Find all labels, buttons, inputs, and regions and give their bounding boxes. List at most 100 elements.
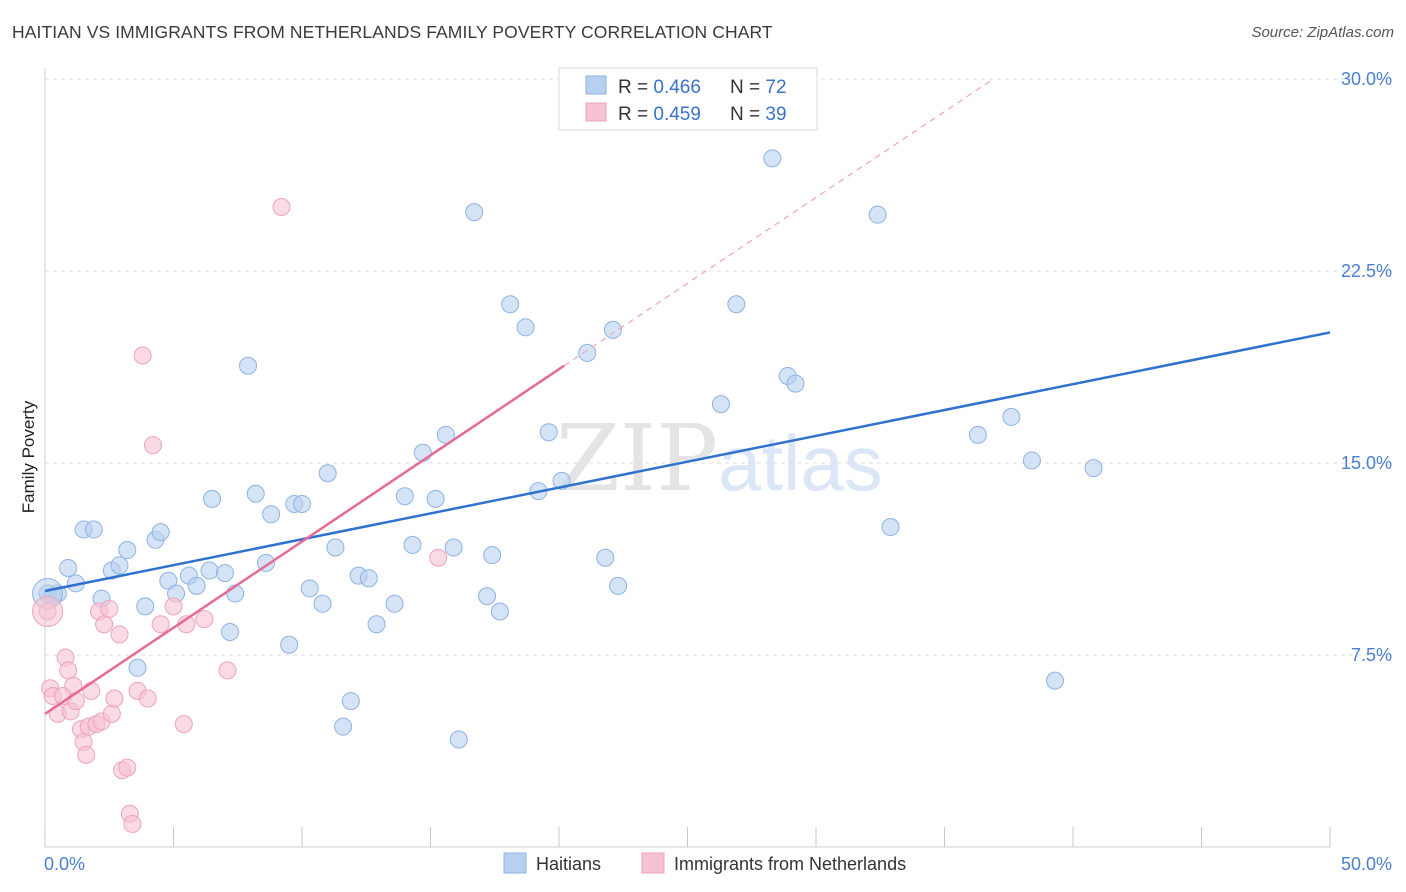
legend-n-value-2: 39 — [765, 104, 786, 125]
haitians-point-32 — [313, 594, 332, 613]
bottom-legend-netherlands: Immigrants from Netherlands — [674, 854, 906, 874]
haitians-point-10 — [118, 541, 137, 560]
netherlands-point-24 — [118, 758, 137, 777]
netherlands-point-31 — [151, 615, 170, 634]
legend-n-label-1: N = — [730, 77, 765, 98]
y-axis-label: Family Poverty — [19, 400, 38, 513]
haitians-point-49 — [478, 587, 497, 606]
netherlands-point-22 — [110, 625, 129, 644]
y-tick-label-3: 30.0% — [1341, 69, 1392, 89]
bottom-legend-haitians: Haitians — [536, 854, 601, 874]
netherlands-point-38 — [429, 548, 448, 567]
chart-title: HAITIAN VS IMMIGRANTS FROM NETHERLANDS F… — [12, 22, 773, 42]
netherlands-point-19 — [100, 599, 119, 618]
netherlands-point-32 — [164, 597, 183, 616]
netherlands-point-36 — [218, 661, 237, 680]
haitians-point-11 — [128, 658, 147, 677]
haitians-point-63 — [763, 149, 782, 168]
haitians-point-52 — [501, 295, 520, 314]
haitians-point-39 — [367, 615, 386, 634]
legend-row-2: R = 0.459 N = 39 — [618, 104, 787, 125]
netherlands-point-30 — [143, 436, 162, 455]
haitians-point-40 — [385, 594, 404, 613]
legend-row-1: R = 0.466 N = 72 — [618, 77, 787, 98]
haitians-point-51 — [490, 602, 509, 621]
y-tick-label-2: 22.5% — [1341, 261, 1392, 281]
haitians-point-48 — [465, 203, 484, 222]
haitians-point-35 — [334, 717, 353, 736]
legend: R = 0.466 N = 72 R = 0.459 N = 39 — [558, 67, 818, 131]
netherlands-point-18 — [95, 615, 114, 634]
haitians-point-28 — [280, 635, 299, 654]
haitians-trend-line — [44, 331, 1331, 593]
haitians-point-69 — [1002, 407, 1021, 426]
haitians-point-68 — [968, 425, 987, 444]
y-tick-label-1: 15.0% — [1341, 453, 1392, 473]
watermark-zip: ZIP — [556, 405, 718, 512]
haitians-point-67 — [881, 518, 900, 536]
legend-r-value-1: 0.466 — [653, 77, 701, 98]
haitians-point-47 — [449, 730, 468, 749]
netherlands-trend-extension — [563, 78, 994, 367]
legend-n-value-1: 72 — [765, 77, 786, 98]
x-tick-labels: 0.0% 50.0% — [44, 854, 1392, 874]
haitians-point-38 — [359, 569, 378, 588]
netherlands-point-cluster — [32, 595, 64, 627]
haitians-point-3 — [59, 558, 78, 577]
haitians-point-70 — [1022, 451, 1041, 470]
haitians-point-9 — [110, 556, 129, 575]
legend-r-value-2: 0.459 — [653, 104, 701, 125]
haitians-point-21 — [215, 564, 234, 583]
haitians-point-59 — [603, 320, 622, 339]
haitians-point-14 — [151, 523, 170, 542]
bottom-legend: Haitians Immigrants from Netherlands — [503, 852, 906, 874]
legend-n-label-2: N = — [730, 104, 765, 125]
netherlands-point-20 — [102, 704, 121, 723]
x-tick-label-1: 50.0% — [1341, 854, 1392, 874]
haitians-point-25 — [246, 484, 265, 503]
netherlands-trend-line — [44, 364, 565, 715]
netherlands-point-33 — [174, 715, 193, 734]
y-tick-label-0: 7.5% — [1351, 645, 1392, 665]
haitians-point-58 — [596, 548, 615, 567]
haitians-point-31 — [300, 579, 319, 598]
bottom-legend-swatch-haitians — [503, 852, 527, 874]
haitians-point-24 — [239, 356, 258, 375]
bottom-legend-swatch-netherlands — [641, 852, 665, 874]
netherlands-point-6 — [59, 661, 78, 680]
legend-swatch-haitians — [585, 75, 607, 95]
haitians-point-66 — [868, 205, 887, 224]
haitians-point-57 — [578, 343, 597, 362]
haitians-point-43 — [413, 443, 432, 462]
series-netherlands-points — [32, 198, 448, 833]
haitians-point-18 — [187, 576, 206, 595]
chart-source: Source: ZipAtlas.com — [1251, 24, 1394, 41]
haitians-point-33 — [318, 464, 337, 483]
haitians-point-42 — [403, 535, 422, 554]
x-tick-label-0: 0.0% — [44, 854, 85, 874]
haitians-point-22 — [221, 622, 240, 641]
haitians-point-30 — [293, 494, 311, 513]
haitians-point-72 — [1084, 459, 1103, 478]
netherlands-point-28 — [133, 346, 152, 365]
haitians-point-50 — [483, 546, 502, 565]
haitians-point-44 — [426, 489, 445, 508]
netherlands-point-9 — [66, 692, 85, 711]
haitians-point-36 — [341, 692, 360, 711]
haitians-point-20 — [203, 489, 222, 508]
legend-r-label-2: R = — [618, 104, 653, 125]
haitians-point-34 — [326, 538, 345, 557]
haitians-point-62 — [727, 295, 746, 314]
haitians-point-19 — [200, 561, 219, 580]
haitians-point-71 — [1046, 671, 1065, 690]
haitians-point-65 — [786, 374, 805, 393]
legend-r-label-1: R = — [618, 77, 653, 98]
y-tick-labels: 7.5% 15.0% 22.5% 30.0% — [1341, 69, 1392, 665]
haitians-point-61 — [711, 395, 730, 414]
haitians-point-27 — [262, 505, 281, 524]
netherlands-point-26 — [123, 814, 142, 833]
haitians-point-45 — [436, 425, 455, 444]
haitians-point-46 — [444, 538, 463, 557]
netherlands-point-14 — [82, 681, 101, 700]
